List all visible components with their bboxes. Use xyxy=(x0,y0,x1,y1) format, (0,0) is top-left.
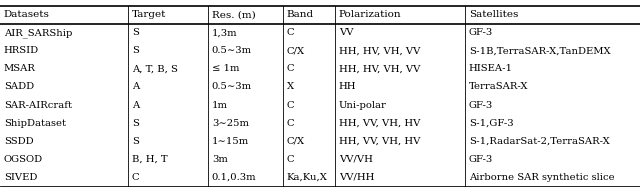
Text: 0.5∼3m: 0.5∼3m xyxy=(212,83,252,91)
Text: S-1,RadarSat-2,TerraSAR-X: S-1,RadarSat-2,TerraSAR-X xyxy=(469,137,609,146)
Text: VV/VH: VV/VH xyxy=(339,155,372,164)
Text: Res. (m): Res. (m) xyxy=(212,10,255,19)
Text: Polarization: Polarization xyxy=(339,10,401,19)
Text: 3∼25m: 3∼25m xyxy=(212,119,249,127)
Text: 3m: 3m xyxy=(212,155,228,164)
Text: C: C xyxy=(287,101,294,109)
Text: C/X: C/X xyxy=(287,46,305,55)
Text: X: X xyxy=(287,83,294,91)
Text: C: C xyxy=(287,119,294,127)
Text: Uni-polar: Uni-polar xyxy=(339,101,387,109)
Text: GF-3: GF-3 xyxy=(469,101,493,109)
Text: B, H, T: B, H, T xyxy=(132,155,168,164)
Text: A: A xyxy=(132,101,139,109)
Text: A: A xyxy=(132,83,139,91)
Text: OGSOD: OGSOD xyxy=(4,155,43,164)
Text: AIR_SARShip: AIR_SARShip xyxy=(4,28,72,38)
Text: HH, VV, VH, HV: HH, VV, VH, HV xyxy=(339,137,420,146)
Text: 1,3m: 1,3m xyxy=(212,28,237,37)
Text: MSAR: MSAR xyxy=(4,65,36,73)
Text: Airborne SAR synthetic slice: Airborne SAR synthetic slice xyxy=(469,173,614,182)
Text: GF-3: GF-3 xyxy=(469,155,493,164)
Text: C: C xyxy=(287,155,294,164)
Text: ShipDataset: ShipDataset xyxy=(4,119,66,127)
Text: SAR-AIRcraft: SAR-AIRcraft xyxy=(4,101,72,109)
Text: Datasets: Datasets xyxy=(4,10,50,19)
Text: 1∼15m: 1∼15m xyxy=(212,137,249,146)
Text: S: S xyxy=(132,137,139,146)
Text: S-1B,TerraSAR-X,TanDEMX: S-1B,TerraSAR-X,TanDEMX xyxy=(469,46,611,55)
Text: S: S xyxy=(132,28,139,37)
Text: C: C xyxy=(287,65,294,73)
Text: 0.5∼3m: 0.5∼3m xyxy=(212,46,252,55)
Text: SSDD: SSDD xyxy=(4,137,33,146)
Text: Satellites: Satellites xyxy=(469,10,518,19)
Text: GF-3: GF-3 xyxy=(469,28,493,37)
Text: VV: VV xyxy=(339,28,353,37)
Text: HH, VV, VH, HV: HH, VV, VH, HV xyxy=(339,119,420,127)
Text: ≤ 1m: ≤ 1m xyxy=(212,65,239,73)
Text: C/X: C/X xyxy=(287,137,305,146)
Text: Target: Target xyxy=(132,10,166,19)
Text: TerraSAR-X: TerraSAR-X xyxy=(469,83,529,91)
Text: SADD: SADD xyxy=(4,83,34,91)
Text: HH, HV, VH, VV: HH, HV, VH, VV xyxy=(339,46,420,55)
Text: S: S xyxy=(132,46,139,55)
Text: HH, HV, VH, VV: HH, HV, VH, VV xyxy=(339,65,420,73)
Text: HRSID: HRSID xyxy=(4,46,39,55)
Text: S-1,GF-3: S-1,GF-3 xyxy=(469,119,513,127)
Text: HH: HH xyxy=(339,83,356,91)
Text: SIVED: SIVED xyxy=(4,173,37,182)
Text: HISEA-1: HISEA-1 xyxy=(469,65,513,73)
Text: Band: Band xyxy=(287,10,314,19)
Text: C: C xyxy=(132,173,140,182)
Text: S: S xyxy=(132,119,139,127)
Text: Ka,Ku,X: Ka,Ku,X xyxy=(287,173,328,182)
Text: 0.1,0.3m: 0.1,0.3m xyxy=(212,173,257,182)
Text: 1m: 1m xyxy=(212,101,228,109)
Text: A, T, B, S: A, T, B, S xyxy=(132,65,178,73)
Text: C: C xyxy=(287,28,294,37)
Text: VV/HH: VV/HH xyxy=(339,173,374,182)
